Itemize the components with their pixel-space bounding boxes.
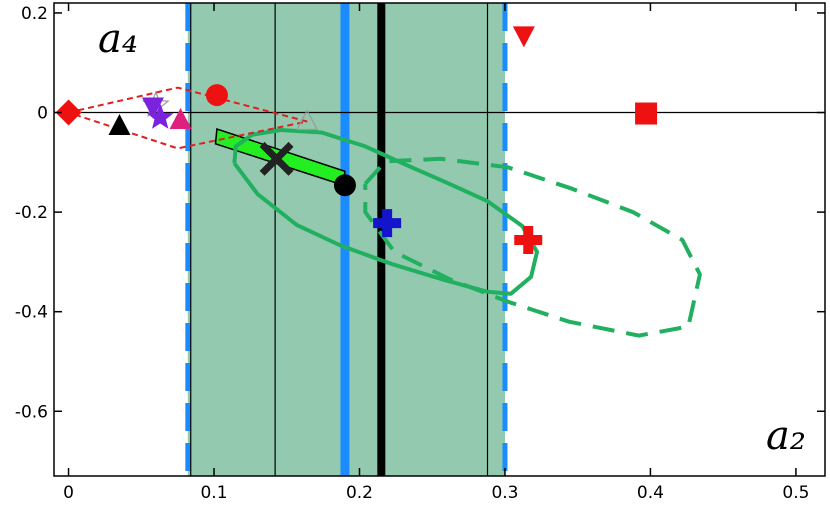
marker-circle-6 bbox=[205, 84, 228, 107]
markers-layer bbox=[55, 26, 658, 254]
dashed-contour bbox=[363, 156, 702, 338]
marker-diamond-0 bbox=[55, 99, 82, 126]
marker-triangle-down-3 bbox=[141, 97, 164, 119]
marker-triangle-up-outline-7 bbox=[296, 109, 319, 131]
red-dashed-region bbox=[68, 86, 308, 150]
y-tick-label-2: -0.2 bbox=[15, 203, 48, 223]
y-tick-label-3: -0.4 bbox=[15, 303, 48, 323]
x-tick-label-4: 0.4 bbox=[637, 483, 664, 503]
y-tick-label-1: 0 bbox=[37, 104, 48, 124]
y-tick-label-4: -0.6 bbox=[15, 402, 48, 422]
marker-plus-10 bbox=[373, 209, 402, 238]
ticks-layer: 0 0.1 0.2 0.3 0.4 0.5 0.2 0 -0.2 -0.4 -0.6 bbox=[15, 3, 825, 503]
x-tick-label-5: 0.5 bbox=[782, 483, 809, 503]
y-tick-label-0: 0.2 bbox=[21, 4, 48, 24]
x-tick-label-0: 0 bbox=[63, 483, 74, 503]
x-tick-label-3: 0.3 bbox=[491, 483, 518, 503]
marker-triangle-up-5 bbox=[169, 108, 192, 130]
x-axis-title: a₂ bbox=[766, 413, 806, 459]
x-tick-label-1: 0.1 bbox=[200, 483, 227, 503]
y-axis-title: a₄ bbox=[98, 16, 138, 62]
marker-triangle-down-12 bbox=[512, 26, 535, 48]
marker-square-13 bbox=[635, 102, 658, 125]
vertical-lines-layer bbox=[185, 3, 508, 476]
marker-circle-9 bbox=[333, 174, 356, 197]
plot-frame bbox=[53, 2, 826, 477]
marker-star-4 bbox=[146, 103, 174, 129]
marker-triangle-up-2 bbox=[108, 113, 131, 135]
marker-x-cross-8 bbox=[259, 141, 294, 176]
marker-plus-11 bbox=[514, 225, 543, 254]
x-tick-label-2: 0.2 bbox=[346, 483, 373, 503]
